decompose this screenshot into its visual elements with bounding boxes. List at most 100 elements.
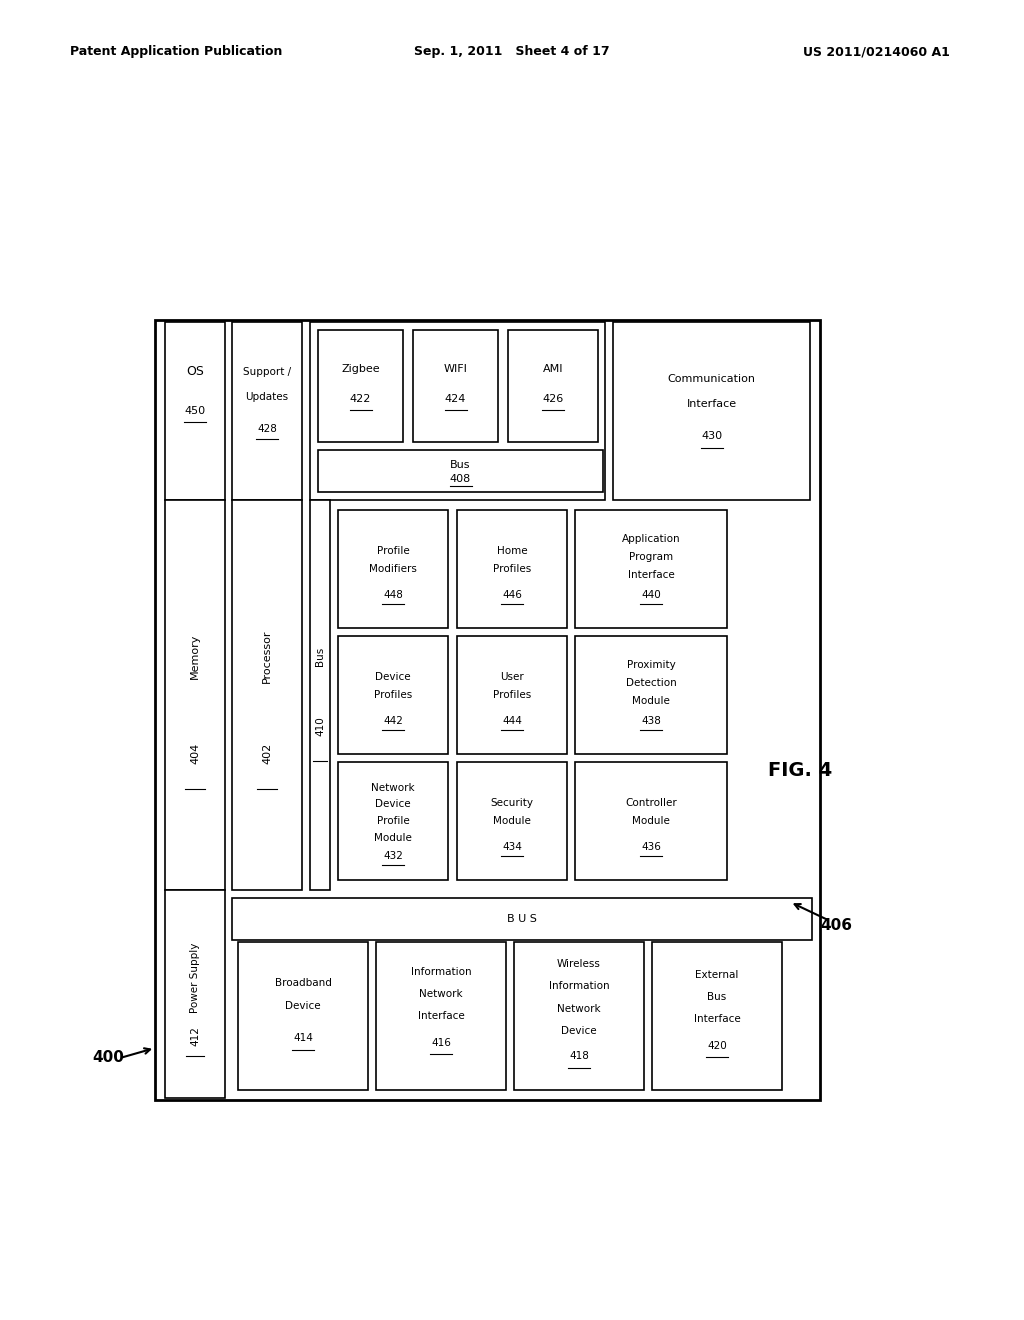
Text: User: User (500, 672, 524, 682)
Text: US 2011/0214060 A1: US 2011/0214060 A1 (803, 45, 950, 58)
Text: Device: Device (375, 800, 411, 809)
Text: Sep. 1, 2011   Sheet 4 of 17: Sep. 1, 2011 Sheet 4 of 17 (414, 45, 610, 58)
FancyBboxPatch shape (508, 330, 598, 442)
Text: 406: 406 (820, 917, 852, 932)
Text: WIFI: WIFI (443, 364, 467, 374)
Text: Processor: Processor (262, 630, 272, 682)
Text: Wireless: Wireless (557, 960, 601, 969)
FancyBboxPatch shape (318, 450, 603, 492)
Text: 434: 434 (502, 842, 522, 851)
Text: Proximity: Proximity (627, 660, 676, 671)
Text: 444: 444 (502, 715, 522, 726)
Text: 426: 426 (543, 395, 563, 404)
Text: 412: 412 (190, 1026, 200, 1045)
Text: Memory: Memory (190, 634, 200, 678)
Text: Interface: Interface (628, 570, 675, 579)
FancyBboxPatch shape (575, 636, 727, 754)
Text: Broadband: Broadband (274, 978, 332, 989)
Text: 402: 402 (262, 743, 272, 764)
Text: 438: 438 (641, 715, 660, 726)
Text: Application: Application (622, 535, 680, 544)
Text: Profiles: Profiles (374, 690, 412, 700)
Text: 422: 422 (350, 395, 371, 404)
Text: Modifiers: Modifiers (369, 564, 417, 574)
FancyBboxPatch shape (155, 319, 820, 1100)
Text: 442: 442 (383, 715, 402, 726)
Text: Bus: Bus (708, 991, 727, 1002)
FancyBboxPatch shape (575, 510, 727, 628)
Text: B U S: B U S (507, 913, 537, 924)
FancyBboxPatch shape (413, 330, 498, 442)
Text: Communication: Communication (668, 374, 756, 384)
Text: Profiles: Profiles (493, 690, 531, 700)
FancyBboxPatch shape (165, 322, 225, 500)
FancyBboxPatch shape (165, 500, 225, 890)
Text: Module: Module (374, 833, 412, 842)
FancyBboxPatch shape (514, 942, 644, 1090)
FancyBboxPatch shape (232, 322, 302, 500)
FancyBboxPatch shape (457, 762, 567, 880)
FancyBboxPatch shape (238, 942, 368, 1090)
Text: Device: Device (286, 1001, 321, 1011)
Text: External: External (695, 970, 738, 979)
Text: Information: Information (549, 981, 609, 991)
Text: Profile: Profile (377, 816, 410, 826)
Text: OS: OS (186, 366, 204, 379)
Text: Module: Module (632, 696, 670, 706)
Text: 450: 450 (184, 407, 206, 416)
Text: 440: 440 (641, 590, 660, 601)
Text: 436: 436 (641, 842, 660, 851)
FancyBboxPatch shape (165, 890, 225, 1098)
Text: 430: 430 (701, 430, 722, 441)
Text: Controller: Controller (625, 799, 677, 808)
FancyBboxPatch shape (376, 942, 506, 1090)
FancyBboxPatch shape (613, 322, 810, 500)
Text: 420: 420 (708, 1040, 727, 1051)
FancyBboxPatch shape (318, 330, 403, 442)
Text: 418: 418 (569, 1051, 589, 1061)
Text: Profile: Profile (377, 546, 410, 556)
Text: 400: 400 (92, 1051, 124, 1065)
FancyBboxPatch shape (310, 500, 330, 890)
FancyBboxPatch shape (338, 636, 449, 754)
Text: Support /: Support / (243, 367, 291, 376)
FancyBboxPatch shape (232, 898, 812, 940)
Text: Module: Module (494, 816, 530, 826)
FancyBboxPatch shape (652, 942, 782, 1090)
Text: Bus: Bus (451, 459, 471, 470)
Text: 408: 408 (450, 474, 471, 484)
Text: Interface: Interface (686, 399, 736, 409)
Text: Bus: Bus (315, 647, 325, 665)
Text: 432: 432 (383, 851, 402, 862)
Text: Updates: Updates (246, 392, 289, 401)
FancyBboxPatch shape (575, 762, 727, 880)
Text: Information: Information (411, 966, 471, 977)
FancyBboxPatch shape (338, 510, 449, 628)
Text: Network: Network (557, 1003, 601, 1014)
Text: 428: 428 (257, 424, 276, 434)
Text: Interface: Interface (418, 1011, 464, 1020)
Text: 404: 404 (190, 743, 200, 764)
Text: AMI: AMI (543, 364, 563, 374)
FancyBboxPatch shape (457, 510, 567, 628)
Text: Home: Home (497, 546, 527, 556)
Text: Profiles: Profiles (493, 564, 531, 574)
Text: 414: 414 (293, 1034, 313, 1043)
Text: Detection: Detection (626, 678, 677, 688)
Text: Patent Application Publication: Patent Application Publication (70, 45, 283, 58)
Text: 448: 448 (383, 590, 402, 601)
FancyBboxPatch shape (232, 500, 302, 890)
Text: Zigbee: Zigbee (341, 364, 380, 374)
Text: Module: Module (632, 816, 670, 826)
Text: Network: Network (419, 989, 463, 999)
Text: Device: Device (561, 1026, 597, 1036)
Text: Security: Security (490, 799, 534, 808)
Text: 446: 446 (502, 590, 522, 601)
Text: Device: Device (375, 672, 411, 682)
FancyBboxPatch shape (457, 636, 567, 754)
Text: Network: Network (371, 783, 415, 793)
Text: 410: 410 (315, 717, 325, 737)
Text: Power Supply: Power Supply (190, 942, 200, 1012)
FancyBboxPatch shape (338, 762, 449, 880)
Text: 424: 424 (444, 395, 466, 404)
